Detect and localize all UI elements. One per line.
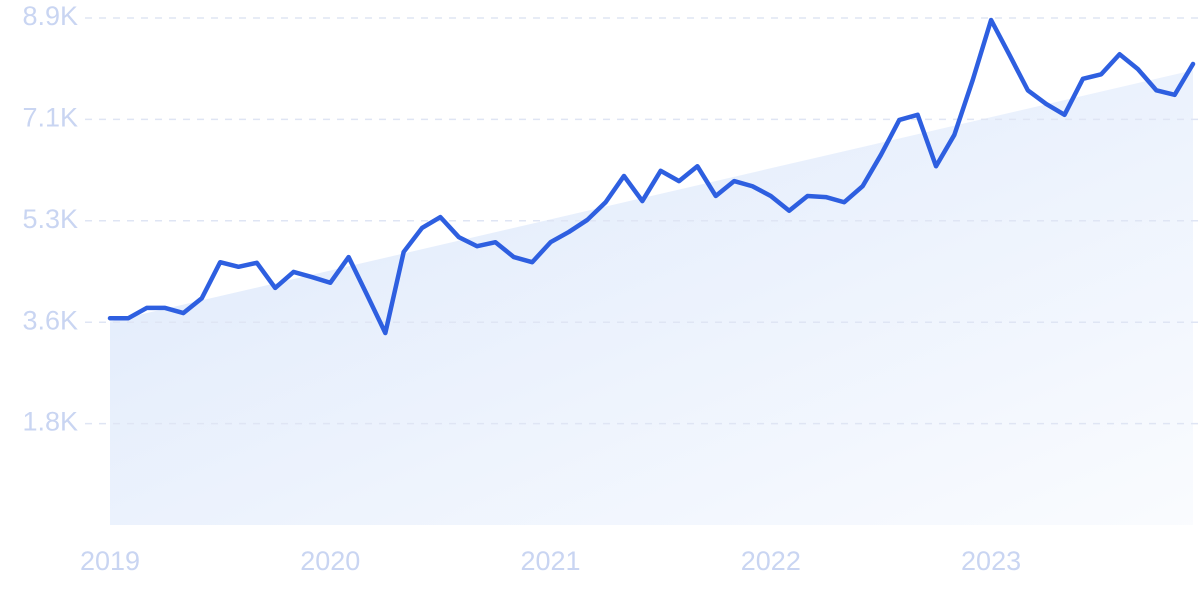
- x-tick-label: 2019: [80, 546, 140, 576]
- data-line: [107, 17, 1196, 336]
- x-tick-label: 2021: [521, 546, 581, 576]
- x-tick-label: 2020: [300, 546, 360, 576]
- x-tick-label: 2023: [961, 546, 1021, 576]
- trend-area: [110, 70, 1193, 525]
- y-tick-label: 1.8K: [22, 407, 78, 437]
- y-tick-label: 8.9K: [22, 1, 78, 31]
- y-tick-label: 3.6K: [22, 305, 78, 335]
- y-tick-label: 7.1K: [22, 103, 78, 133]
- y-tick-label: 5.3K: [22, 204, 78, 234]
- x-tick-label: 2022: [741, 546, 801, 576]
